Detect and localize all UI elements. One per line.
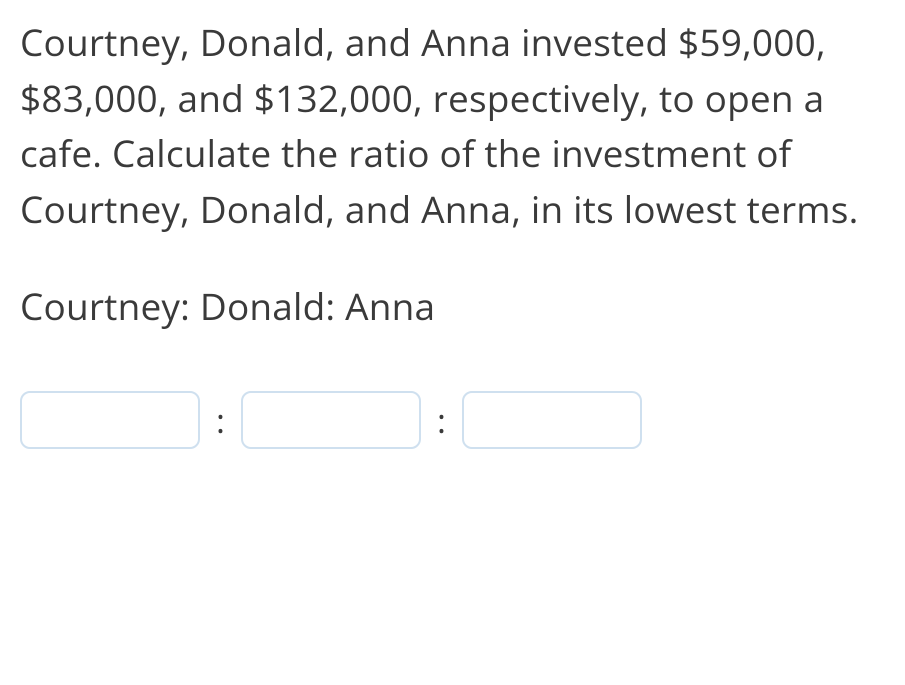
ratio-input-donald[interactable]: [241, 391, 421, 449]
ratio-input-anna[interactable]: [462, 391, 642, 449]
ratio-separator-1: :: [214, 397, 227, 443]
ratio-input-row: : :: [20, 391, 885, 449]
problem-statement: Courtney, Donald, and Anna invested $59,…: [20, 14, 885, 236]
ratio-separator-2: :: [435, 397, 448, 443]
ratio-heading: Courtney: Donald: Anna: [20, 280, 885, 331]
question-container: Courtney, Donald, and Anna invested $59,…: [0, 0, 905, 469]
ratio-input-courtney[interactable]: [20, 391, 200, 449]
